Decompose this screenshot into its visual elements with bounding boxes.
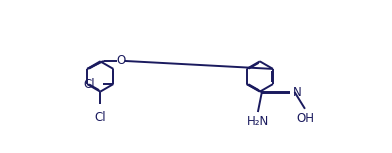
Text: Cl: Cl — [84, 78, 95, 91]
Text: Cl: Cl — [94, 111, 106, 124]
Text: OH: OH — [296, 112, 314, 125]
Text: N: N — [293, 86, 302, 99]
Text: O: O — [116, 54, 125, 67]
Text: H₂N: H₂N — [247, 115, 269, 128]
